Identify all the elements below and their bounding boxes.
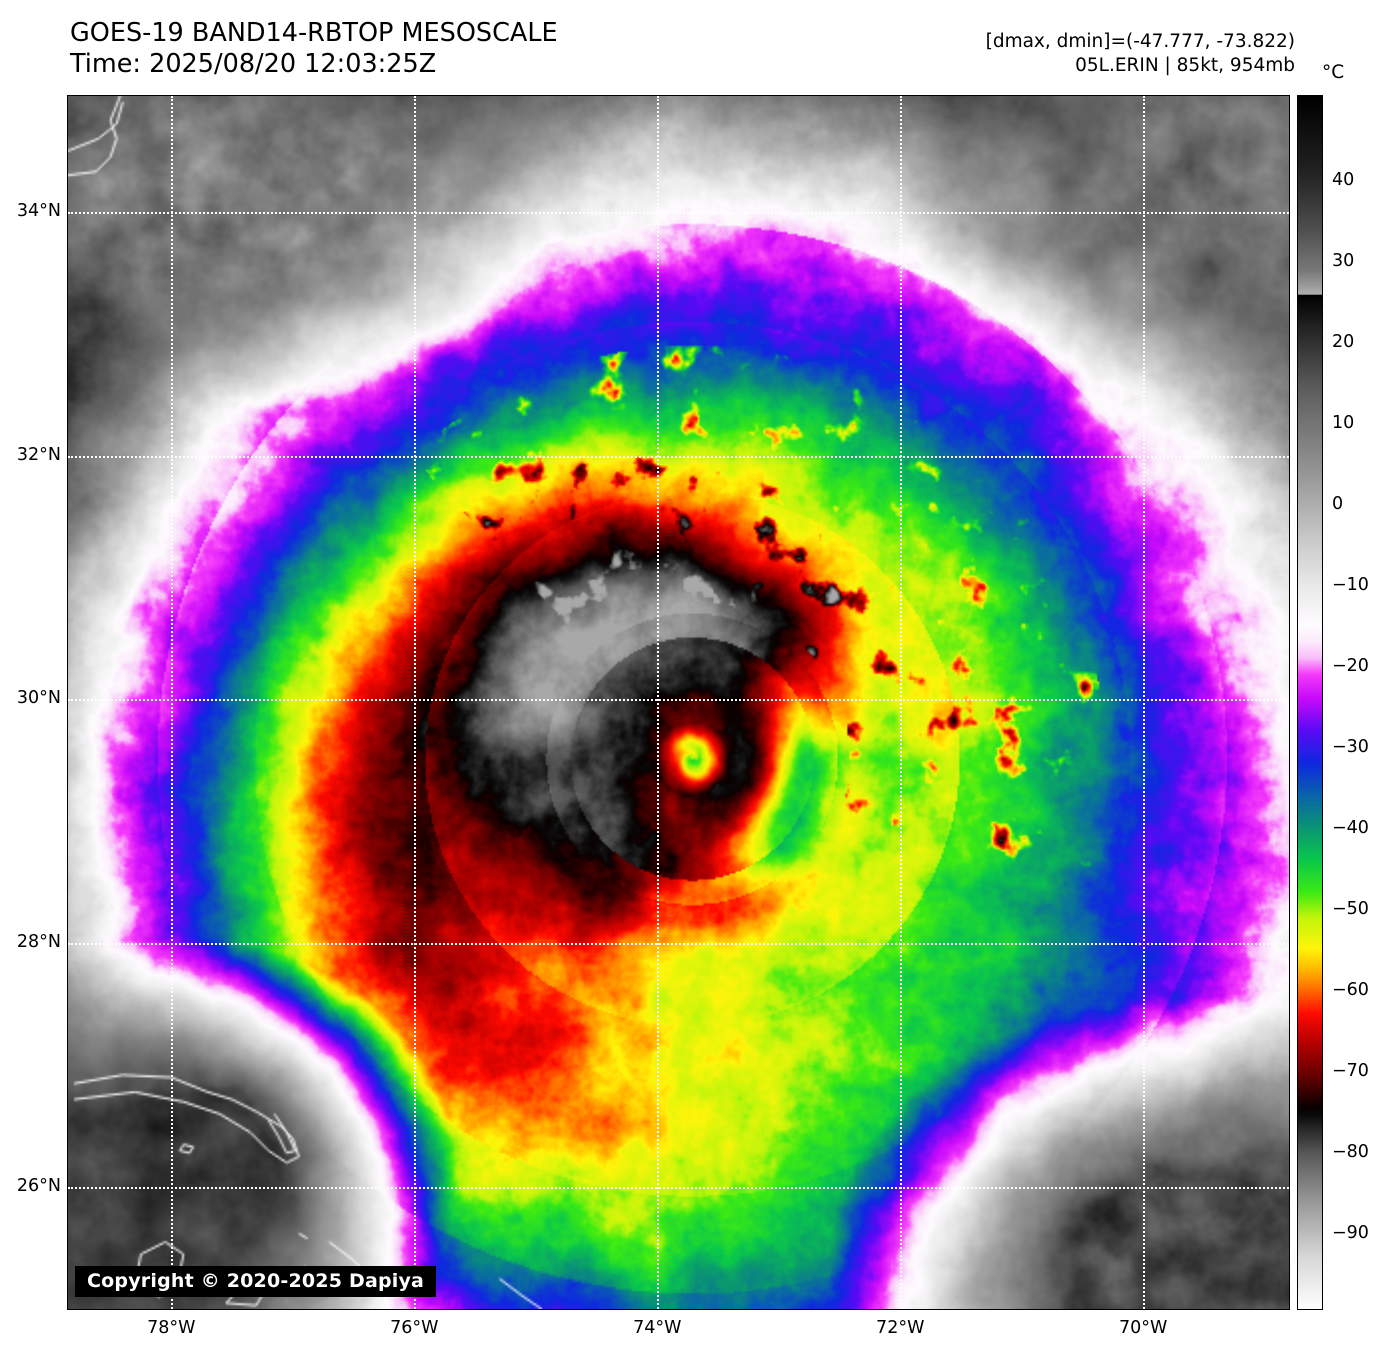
data-range-label: [dmax, dmin]=(-47.777, -73.822): [985, 31, 1295, 52]
colorbar-tick-label: −60: [1332, 980, 1369, 1001]
colorbar-tick-label: −30: [1332, 737, 1369, 758]
longitude-tick-label: 76°W: [390, 1318, 439, 1338]
timestamp-label: Time: 2025/08/20 12:03:25Z: [70, 49, 437, 79]
copyright-watermark: Copyright © 2020-2025 Dapiya: [75, 1266, 437, 1297]
colorbar-canvas: [1298, 96, 1322, 1309]
storm-info-label: 05L.ERIN | 85kt, 954mb: [1075, 55, 1295, 76]
colorbar-tick-label: −10: [1332, 575, 1369, 596]
longitude-tick-label: 74°W: [633, 1318, 682, 1338]
satellite-image-plot: Copyright © 2020-2025 Dapiya: [67, 95, 1290, 1310]
latitude-tick-label: 26°N: [16, 1176, 61, 1197]
satellite-imagery-canvas-layer: [68, 96, 1289, 1309]
colorbar-unit-label: °C: [1322, 62, 1345, 83]
colorbar-tick-label: −50: [1332, 899, 1369, 920]
header-title-block: GOES-19 BAND14-RBTOP MESOSCALE Time: 202…: [70, 18, 558, 80]
latitude-tick-label: 32°N: [16, 444, 61, 465]
satellite-brightness-temperature-image: [68, 96, 1289, 1309]
colorbar-tick-label: 20: [1332, 332, 1355, 353]
latitude-tick-label: 34°N: [16, 200, 61, 221]
colorbar-tick-label: −70: [1332, 1061, 1369, 1082]
colorbar-tick-label: 10: [1332, 413, 1355, 434]
colorbar-tick-label: 0: [1332, 494, 1344, 515]
latitude-tick-label: 30°N: [16, 688, 61, 709]
latitude-tick-label: 28°N: [16, 932, 61, 953]
colorbar-tick-label: 30: [1332, 251, 1355, 272]
colorbar-tick-label: −80: [1332, 1142, 1369, 1163]
page-title: GOES-19 BAND14-RBTOP MESOSCALE: [70, 18, 558, 48]
colorbar: [1297, 95, 1323, 1310]
colorbar-tick-label: −40: [1332, 818, 1369, 839]
colorbar-tick-label: −20: [1332, 656, 1369, 677]
longitude-tick-label: 72°W: [876, 1318, 925, 1338]
colorbar-gradient: [1297, 95, 1323, 1310]
header-info-block: [dmax, dmin]=(-47.777, -73.822) 05L.ERIN…: [986, 30, 1295, 78]
longitude-tick-label: 78°W: [147, 1318, 196, 1338]
longitude-tick-label: 70°W: [1119, 1318, 1168, 1338]
colorbar-tick-label: −90: [1332, 1223, 1369, 1244]
colorbar-tick-label: 40: [1332, 170, 1355, 191]
